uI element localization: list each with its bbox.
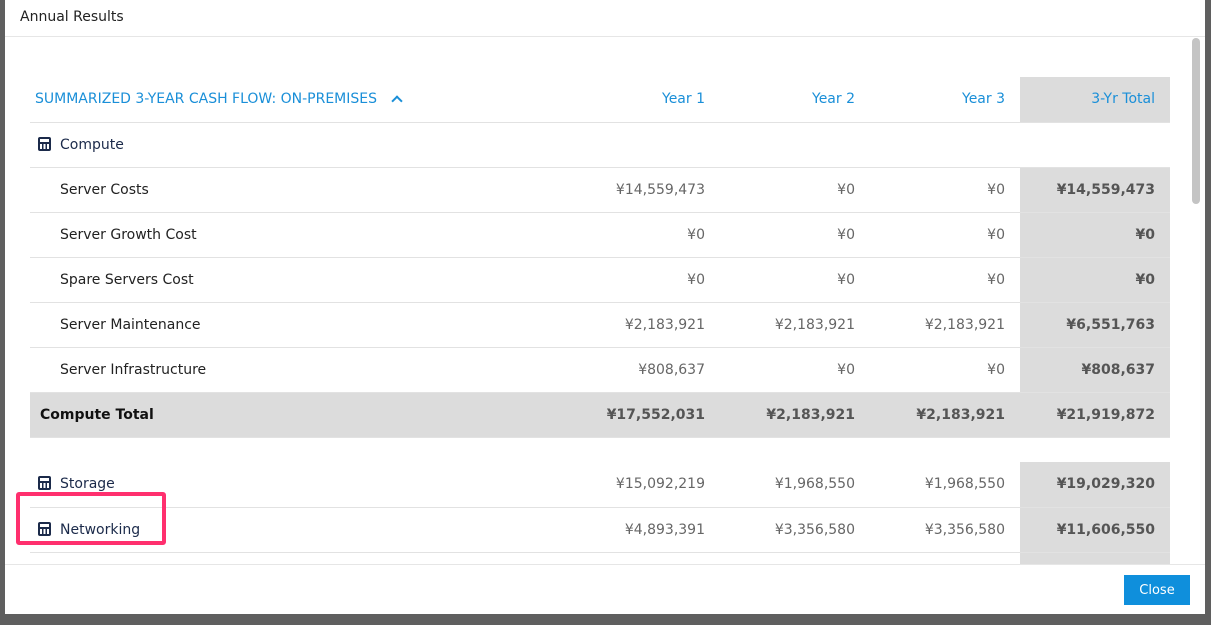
cell: ¥0	[1020, 257, 1170, 303]
row-label: Compute Total	[30, 392, 570, 438]
category-row-compute[interactable]: Compute	[30, 122, 1170, 168]
row-label: Server Growth Cost	[30, 212, 570, 258]
cell: ¥11,606,550	[1020, 507, 1170, 553]
calculator-icon	[38, 136, 51, 151]
cell: ¥3,356,580	[720, 507, 870, 553]
cell: ¥0	[720, 167, 870, 213]
cell: ¥17,552,031	[570, 392, 720, 438]
col-year3: Year 3	[870, 77, 1020, 123]
table-row: Server Costs ¥14,559,473 ¥0 ¥0 ¥14,559,473	[30, 167, 1170, 213]
table-row: Server Infrastructure ¥808,637 ¥0 ¥0 ¥808,63…	[30, 347, 1170, 393]
cell: ¥0	[570, 212, 720, 258]
category-label: Storage	[60, 476, 115, 493]
calculator-icon	[38, 521, 51, 536]
cell: ¥0	[570, 257, 720, 303]
row-label: Server Infrastructure	[30, 347, 570, 393]
table-row: Server Maintenance ¥2,183,921 ¥2,183,921 ¥2…	[30, 302, 1170, 348]
table-header: SUMMARIZED 3-YEAR CASH FLOW: ON-PREMISES…	[30, 77, 1170, 123]
dialog-body: SUMMARIZED 3-YEAR CASH FLOW: ON-PREMISES…	[5, 37, 1205, 564]
cell: ¥0	[720, 257, 870, 303]
cell: ¥14,559,473	[1020, 167, 1170, 213]
section-toggle[interactable]: SUMMARIZED 3-YEAR CASH FLOW: ON-PREMISES	[30, 77, 570, 123]
category-label: Compute	[60, 136, 124, 153]
cell: ¥0	[870, 257, 1020, 303]
row-label: Server Costs	[30, 167, 570, 213]
cell: ¥21,919,872	[1020, 392, 1170, 438]
cell: ¥4,893,391	[570, 507, 720, 553]
cell: ¥2,183,921	[720, 302, 870, 348]
highlight-box	[16, 492, 166, 545]
category-compute[interactable]: Compute	[30, 122, 570, 168]
cell: ¥808,637	[570, 347, 720, 393]
cell: ¥14,559,473	[570, 167, 720, 213]
cell: ¥808,637	[1020, 347, 1170, 393]
table-row: Server Growth Cost ¥0 ¥0 ¥0 ¥0	[30, 212, 1170, 258]
annual-results-dialog: Annual Results SUMMARIZED 3-YEAR CASH FL…	[5, 0, 1205, 614]
cell: ¥0	[870, 212, 1020, 258]
cell: ¥15,092,219	[570, 462, 720, 508]
cell: ¥0	[1020, 212, 1170, 258]
cell: ¥2,183,921	[570, 302, 720, 348]
col-year1: Year 1	[570, 77, 720, 123]
cell: ¥0	[870, 347, 1020, 393]
table-row: Spare Servers Cost ¥0 ¥0 ¥0 ¥0	[30, 257, 1170, 303]
cell: ¥2,183,921	[870, 302, 1020, 348]
compute-total-row: Compute Total ¥17,552,031 ¥2,183,921 ¥2,…	[30, 392, 1170, 438]
category-row[interactable]: Networking ¥4,893,391 ¥3,356,580 ¥3,356,580…	[30, 507, 1170, 553]
calculator-icon	[38, 476, 51, 491]
dialog-title: Annual Results	[5, 0, 1205, 37]
cell: ¥1,968,550	[720, 462, 870, 508]
cell: ¥2,183,921	[720, 392, 870, 438]
row-label: Spare Servers Cost	[30, 257, 570, 303]
cash-flow-table: SUMMARIZED 3-YEAR CASH FLOW: ON-PREMISES…	[30, 77, 1170, 564]
col-year2: Year 2	[720, 77, 870, 123]
category-storage[interactable]: Storage	[30, 462, 570, 508]
close-button[interactable]: Close	[1124, 575, 1190, 605]
cell: ¥0	[720, 212, 870, 258]
scrollbar[interactable]	[1192, 38, 1200, 204]
cell: ¥1,968,550	[870, 462, 1020, 508]
chevron-up-icon	[391, 95, 403, 107]
cell: ¥0	[870, 167, 1020, 213]
section-title: SUMMARIZED 3-YEAR CASH FLOW: ON-PREMISES	[35, 91, 378, 108]
cell: ¥6,551,763	[1020, 302, 1170, 348]
cell: ¥3,356,580	[870, 507, 1020, 553]
category-row[interactable]: Storage ¥15,092,219 ¥1,968,550 ¥1,968,550 ¥1…	[30, 462, 1170, 508]
cell: ¥19,029,320	[1020, 462, 1170, 508]
dialog-footer: Close	[5, 564, 1205, 614]
category-label: Networking	[60, 521, 141, 538]
col-total: 3-Yr Total	[1020, 77, 1170, 123]
cell: ¥2,183,921	[870, 392, 1020, 438]
row-label: Server Maintenance	[30, 302, 570, 348]
cell: ¥0	[720, 347, 870, 393]
